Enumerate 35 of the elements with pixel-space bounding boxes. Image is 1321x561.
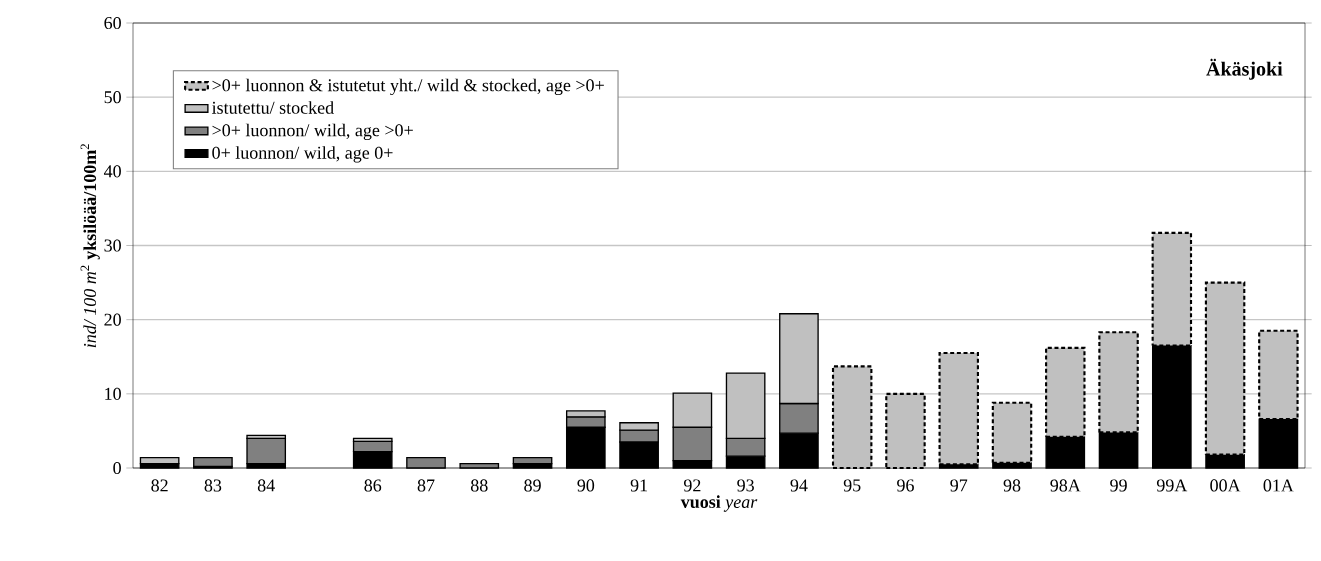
y-tick-label: 20 [104,313,121,326]
legend-label: istutettu/ stocked [211,101,334,114]
x-tick-label: 01A [1263,479,1294,492]
x-tick-label: 99A [1156,479,1188,492]
x-tick-label: 98A [1050,479,1081,492]
x-tick-label: 94 [790,479,808,492]
y-tick-label: 40 [103,165,121,178]
x-tick-label: 92 [683,479,701,492]
y-axis-title: ind/ 100 m$^{2}$ yksilöää/100m$^{2}$ [80,144,100,348]
legend-label: >0+ luonnon/ wild, age >0+ [212,123,413,141]
x-tick-label: 97 [950,479,968,492]
y-tick-label: 30 [104,239,121,252]
x-tick-label: 83 [204,479,222,492]
x-tick-label: 99 [1110,479,1127,492]
x-tick-label: 95 [843,479,861,492]
x-tick-label: 98 [1003,479,1021,492]
x-tick-label: 82 [151,479,168,492]
y-tick-label: 0 [113,461,121,475]
x-tick-label: 88 [470,479,488,492]
x-tick-label: 89 [524,479,541,492]
x-axis-title: vuosi year [680,495,758,512]
x-tick-label: 86 [364,479,382,492]
y-tick-label: 50 [104,91,121,104]
x-tick-label: 93 [737,479,754,492]
legend-label: >0+ luonnon & istutetut yht./ wild & stocked, age >0+ [212,78,604,96]
annotation: Äkäsjoki [1206,58,1283,80]
x-tick-label: 87 [417,479,435,492]
y-tick-label: 60 [104,16,121,30]
x-tick-label: 90 [577,479,595,492]
y-tick-label: 10 [105,387,121,400]
x-tick-label: 91 [630,479,648,492]
x-tick-label: 84 [257,479,275,492]
legend-label: 0+ luonnon/ wild, age 0+ [212,146,393,163]
x-tick-label: 00A [1210,479,1241,492]
x-tick-label: 96 [897,479,914,492]
